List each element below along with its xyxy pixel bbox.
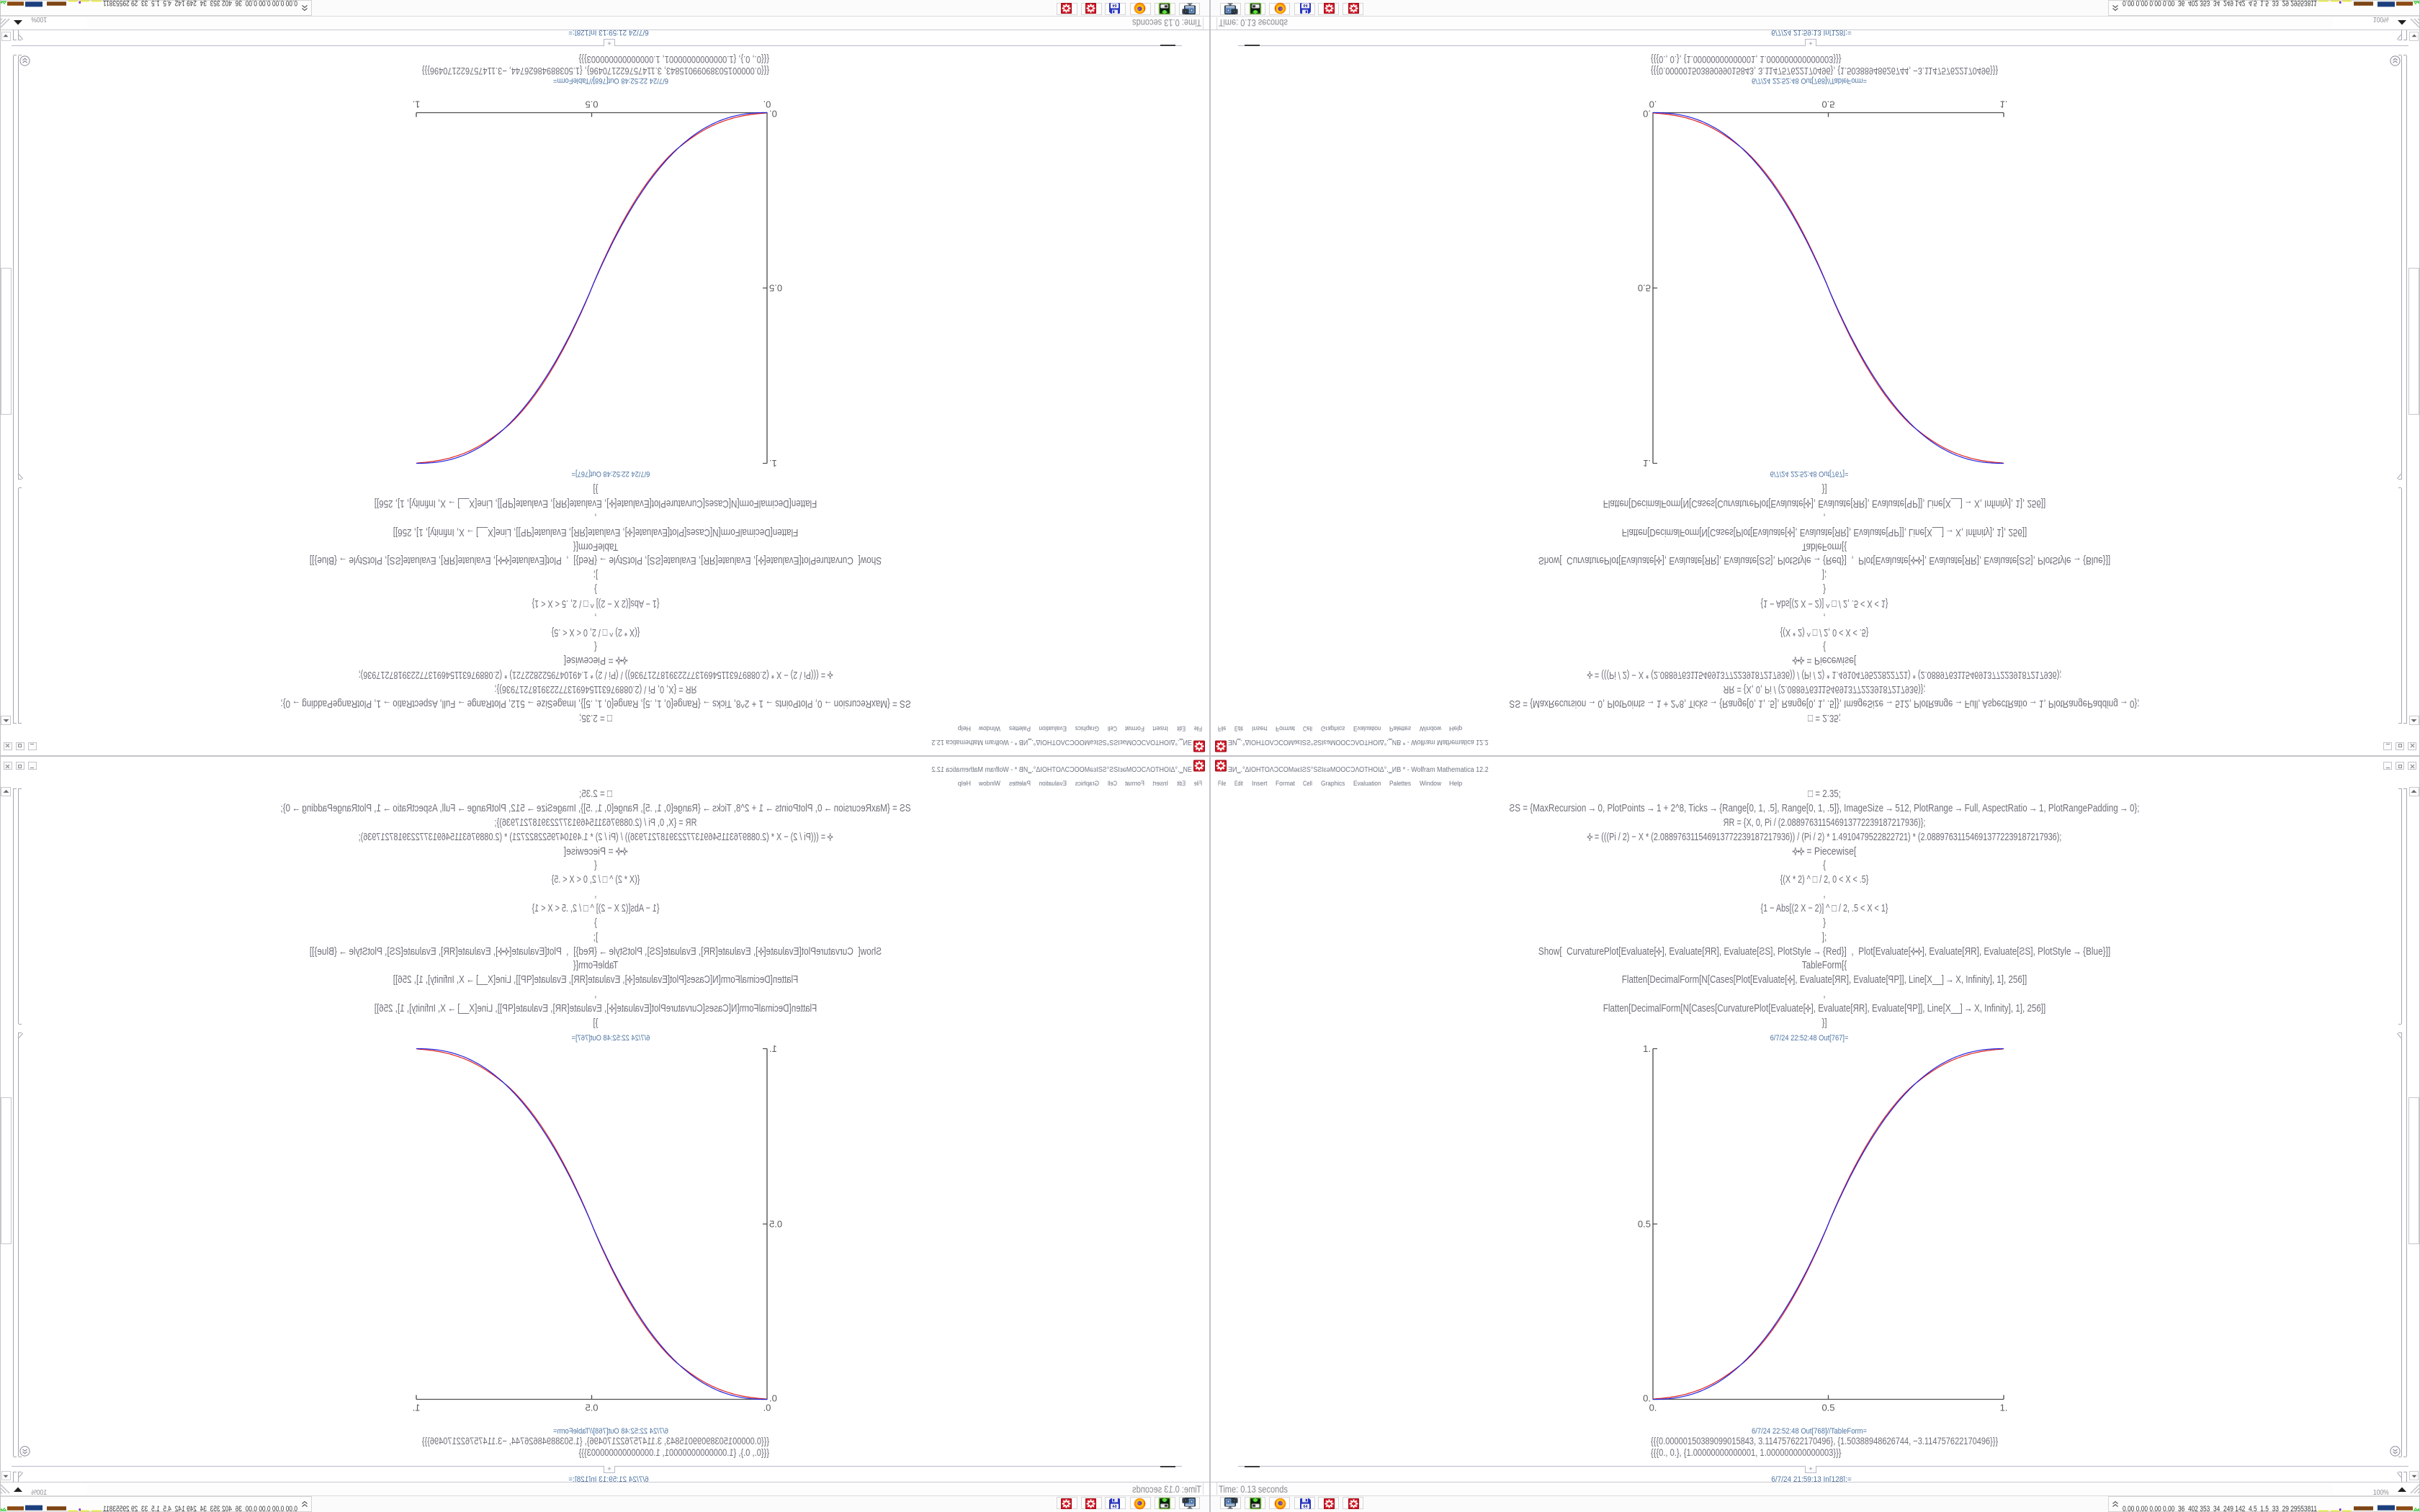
svg-text:0.5: 0.5 <box>769 283 782 294</box>
svg-text:0.: 0. <box>1643 1393 1651 1404</box>
svg-text:0.5: 0.5 <box>1638 283 1651 294</box>
svg-text:64: 64 <box>1303 1505 1307 1509</box>
svg-text:1.: 1. <box>413 99 421 110</box>
svg-text:1.: 1. <box>769 458 777 469</box>
svg-text:0.: 0. <box>1649 1403 1657 1413</box>
svg-text:1.: 1. <box>769 1043 777 1054</box>
svg-text:0.5: 0.5 <box>769 1219 782 1230</box>
svg-text:1.: 1. <box>1643 1043 1651 1054</box>
svg-text:1.: 1. <box>2000 1403 2008 1413</box>
svg-text:0.5: 0.5 <box>585 99 598 110</box>
svg-text:0.5: 0.5 <box>585 1403 598 1413</box>
svg-text:64: 64 <box>1303 3 1307 7</box>
svg-text:0.: 0. <box>769 109 777 120</box>
svg-text:0.5: 0.5 <box>1821 1403 1834 1413</box>
svg-text:0.: 0. <box>763 1403 771 1413</box>
svg-text:1.: 1. <box>2000 99 2008 110</box>
svg-text:0.: 0. <box>1643 109 1651 120</box>
svg-text:0.5: 0.5 <box>1638 1219 1651 1230</box>
svg-text:0.: 0. <box>769 1393 777 1404</box>
svg-text:0.: 0. <box>1649 99 1657 110</box>
svg-text:64: 64 <box>1113 1505 1117 1509</box>
svg-text:0.: 0. <box>763 99 771 110</box>
svg-text:1.: 1. <box>413 1403 421 1413</box>
svg-text:0.5: 0.5 <box>1821 99 1834 110</box>
svg-text:64: 64 <box>1113 3 1117 7</box>
svg-text:1.: 1. <box>1643 458 1651 469</box>
